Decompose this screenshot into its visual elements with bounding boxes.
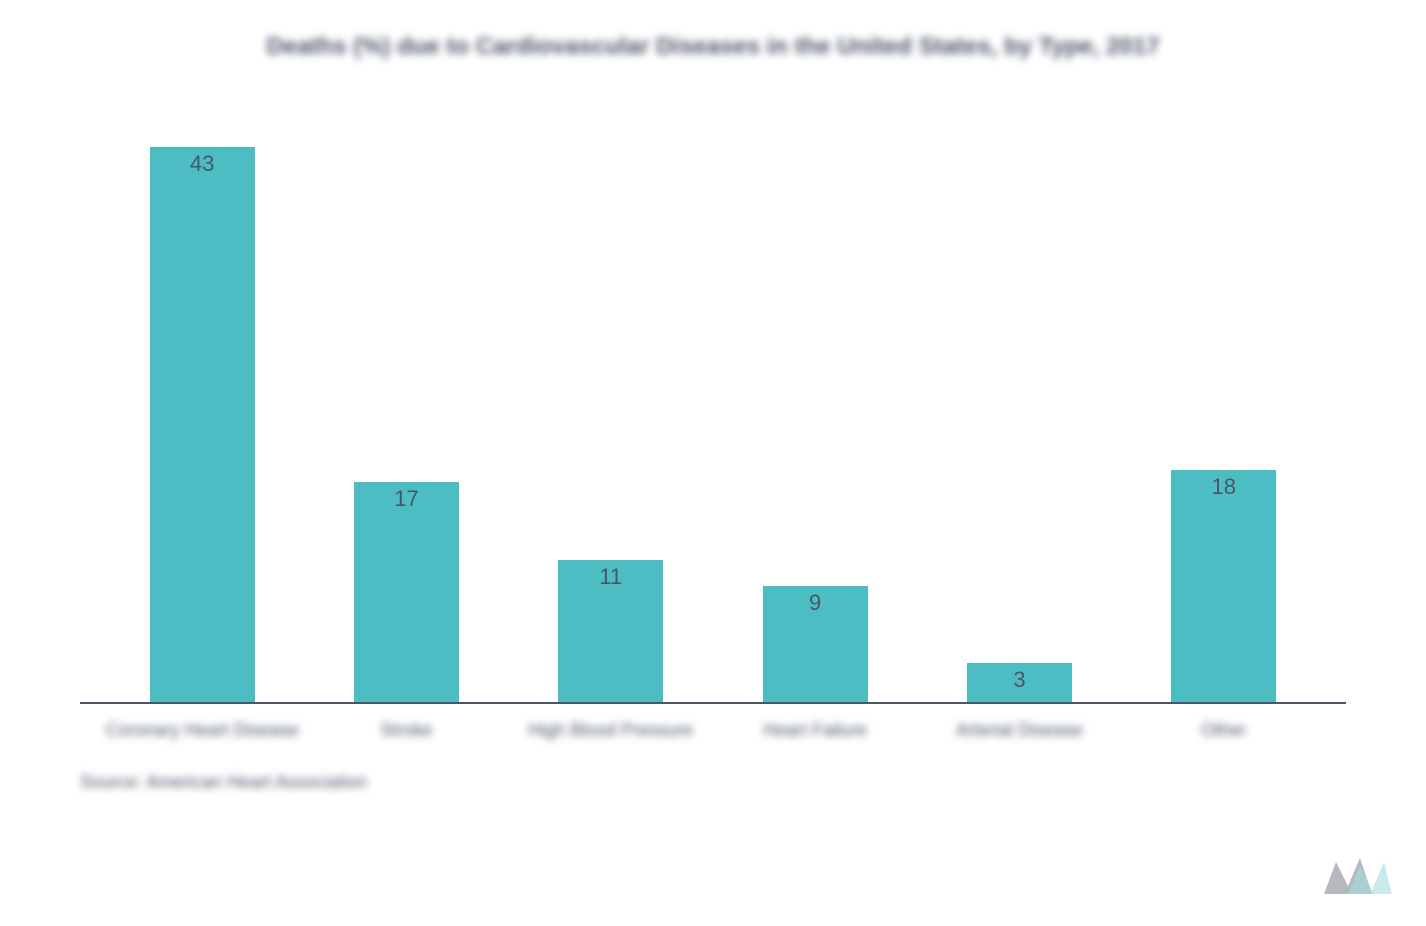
bar-value-label: 3: [1013, 667, 1025, 693]
plot-area: 43 17 11 9 3 18: [80, 124, 1346, 704]
bars-container: 43 17 11 9 3 18: [80, 124, 1346, 702]
x-axis-label: Arterial Disease: [917, 719, 1121, 742]
bar: [354, 482, 459, 701]
watermark-logo: [1316, 846, 1396, 906]
bar-group: 17: [304, 124, 508, 702]
bar-value-label: 43: [190, 151, 214, 177]
x-axis-labels: Coronary Heart DiseaseStrokeHigh Blood P…: [80, 719, 1346, 742]
bar-group: 43: [100, 124, 304, 702]
bar-group: 18: [1122, 124, 1326, 702]
bar-value-label: 11: [599, 564, 622, 590]
x-axis-label: Other: [1122, 719, 1326, 742]
x-axis-label: Heart Failure: [713, 719, 917, 742]
bar-group: 9: [713, 124, 917, 702]
bar-value-label: 18: [1212, 474, 1236, 500]
x-axis-label: Coronary Heart Disease: [100, 719, 304, 742]
bar-value-label: 9: [809, 590, 821, 616]
x-axis-label: High Blood Pressure: [509, 719, 713, 742]
chart-container: Deaths (%) due to Cardiovascular Disease…: [0, 0, 1426, 926]
bar: [1171, 470, 1276, 702]
source-text: Source: American Heart Association: [80, 772, 1366, 793]
bar-group: 11: [509, 124, 713, 702]
x-axis-label: Stroke: [304, 719, 508, 742]
bar: [150, 147, 255, 701]
chart-title: Deaths (%) due to Cardiovascular Disease…: [60, 30, 1366, 64]
bar-value-label: 17: [394, 486, 418, 512]
bar-group: 3: [917, 124, 1121, 702]
